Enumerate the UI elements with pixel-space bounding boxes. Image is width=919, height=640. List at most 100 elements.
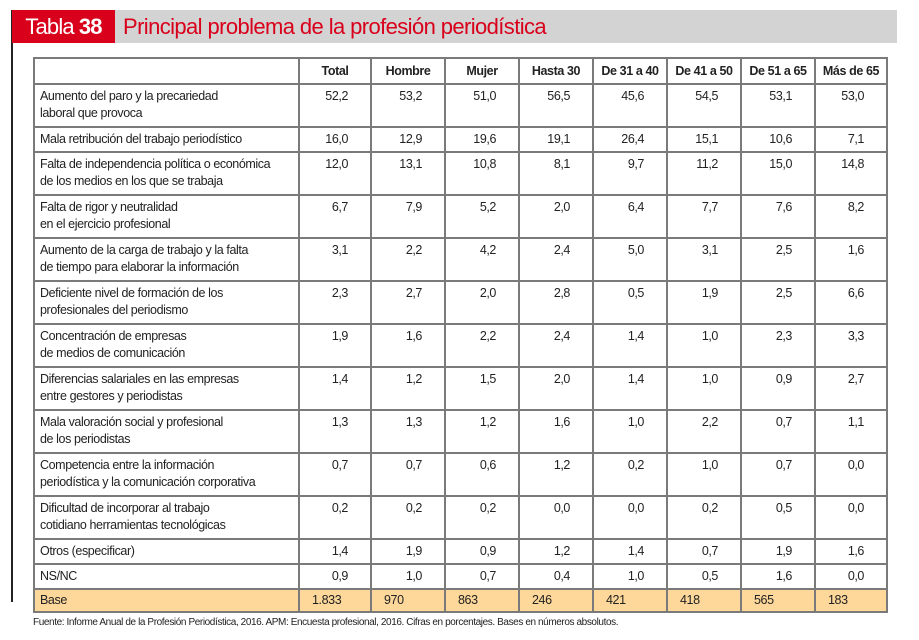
cell-value: 1,5 [444,366,520,411]
cell-value: 12,9 [370,126,446,153]
row-label-line: de tiempo para elaborar la información [40,260,239,274]
cell-value: 2,7 [370,280,446,325]
cell-value: 0,2 [298,495,372,540]
row-label-line: Deficiente nivel de formación de los [40,286,223,300]
cell-value: 1,1 [814,409,888,454]
cell-value: 12,0 [298,151,372,196]
row-label-line: profesionales del periodismo [40,303,188,317]
cell-value: 1,9 [666,280,742,325]
cell-value: 3,1 [666,237,742,282]
cell-value: 15,1 [666,126,742,153]
row-label-line: Aumento del paro y la precariedad [40,89,218,103]
base-row: Base 1.833 970 863 246 421 418 565 183 [33,588,888,613]
cell-value: 0,9 [298,563,372,590]
row-label-line: periodística y la comunicación corporati… [40,475,256,489]
cell-value: 2,5 [740,280,816,325]
cell-value: 7,9 [370,194,446,239]
cell-value: 2,4 [518,237,594,282]
data-table: Total Hombre Mujer Hasta 30 De 31 a 40 De 41 … [33,57,888,613]
cell-value: 0,5 [740,495,816,540]
cell-value: 3,1 [298,237,372,282]
row-label-line: NS/NC [40,569,77,583]
table-row: Falta de independencia política o económ… [33,151,888,196]
table-row: Dificultad de incorporar al trabajo cotid… [33,495,888,540]
header-blank [33,57,300,85]
cell-value: 51,0 [444,83,520,128]
column-header: Más de 65 [814,57,888,85]
cell-value: 54,5 [666,83,742,128]
cell-value: 2,3 [740,323,816,368]
table-row: Falta de rigor y neutralidad en el ejerci… [33,194,888,239]
row-label-line: de los medios en los que se trabaja [40,174,223,188]
row-label-line: de los periodistas [40,432,131,446]
cell-value: 1,9 [740,538,816,565]
cell-value: 1,0 [666,452,742,497]
cell-value: 2,2 [444,323,520,368]
cell-value: 1,9 [298,323,372,368]
row-label: Mala valoración social y profesional de l… [33,409,300,454]
cell-value: 1,2 [518,538,594,565]
row-label: Mala retribución del trabajo periodístic… [33,126,300,153]
cell-value: 1,2 [370,366,446,411]
base-value: 1.833 [298,588,372,613]
row-label: Diferencias salariales en las empresas en… [33,366,300,411]
cell-value: 7,6 [740,194,816,239]
cell-value: 2,7 [814,366,888,411]
base-value: 183 [814,588,888,613]
cell-value: 56,5 [518,83,594,128]
cell-value: 1,0 [592,563,668,590]
row-label-line: Concentración de empresas [40,329,187,343]
base-value: 418 [666,588,742,613]
cell-value: 53,2 [370,83,446,128]
cell-value: 0,7 [740,452,816,497]
cell-value: 1,6 [814,538,888,565]
column-header: Hasta 30 [518,57,594,85]
cell-value: 0,0 [814,563,888,590]
table-row: Otros (especificar) 1,4 1,9 0,9 1,2 1,4 0,7 1,9… [33,538,888,565]
cell-value: 2,8 [518,280,594,325]
cell-value: 0,2 [666,495,742,540]
header-row: Total Hombre Mujer Hasta 30 De 31 a 40 De 41 … [33,57,888,85]
cell-value: 1,9 [370,538,446,565]
cell-value: 0,9 [740,366,816,411]
cell-value: 4,2 [444,237,520,282]
cell-value: 2,2 [666,409,742,454]
row-label: Aumento del paro y la precariedad laboral… [33,83,300,128]
cell-value: 6,7 [298,194,372,239]
cell-value: 0,0 [592,495,668,540]
column-header: De 31 a 40 [592,57,668,85]
cell-value: 0,2 [592,452,668,497]
table-row: Competencia entre la información periodís… [33,452,888,497]
tag-word: Tabla [25,13,74,39]
cell-value: 7,7 [666,194,742,239]
cell-value: 6,6 [814,280,888,325]
table-number-tag: Tabla 38 [12,10,115,43]
cell-value: 1,4 [592,538,668,565]
cell-value: 0,0 [814,495,888,540]
row-label-line: Competencia entre la información [40,458,215,472]
row-label: Competencia entre la información periodís… [33,452,300,497]
cell-value: 0,0 [518,495,594,540]
cell-value: 0,2 [444,495,520,540]
row-label-line: Otros (especificar) [40,544,135,558]
cell-value: 1,3 [370,409,446,454]
cell-value: 45,6 [592,83,668,128]
column-header: Mujer [444,57,520,85]
cell-value: 2,0 [518,194,594,239]
table-title: Principal problema de la profesión perio… [123,13,547,39]
base-value: 863 [444,588,520,613]
row-label: NS/NC [33,563,300,590]
cell-value: 1,6 [518,409,594,454]
cell-value: 0,5 [666,563,742,590]
cell-value: 1,3 [298,409,372,454]
row-label: Falta de independencia política o económ… [33,151,300,196]
cell-value: 2,4 [518,323,594,368]
cell-value: 1,6 [814,237,888,282]
cell-value: 6,4 [592,194,668,239]
source-note: Fuente: Informe Anual de la Profesión Pe… [33,617,619,628]
column-header: De 51 a 65 [740,57,816,85]
cell-value: 52,2 [298,83,372,128]
cell-value: 1,4 [298,366,372,411]
cell-value: 1,4 [592,366,668,411]
row-label-line: Diferencias salariales en las empresas [40,372,239,386]
